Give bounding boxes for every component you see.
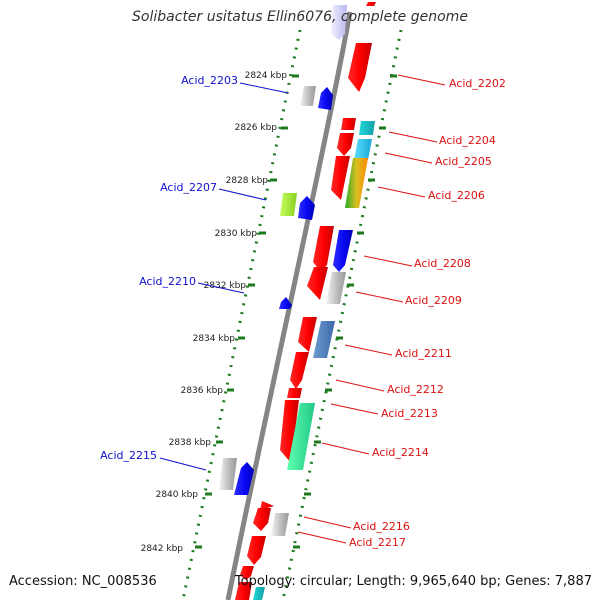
kbp-label: 2838 kbp	[169, 438, 212, 448]
kbp-tick-marks	[195, 74, 397, 549]
gene-label-left[interactable]: Acid_2203	[181, 74, 238, 87]
gene-label-right[interactable]: Acid_2211	[395, 347, 452, 360]
gene-feature	[348, 43, 372, 92]
gene-feature	[235, 582, 252, 600]
genome-summary-text: Topology: circular; Length: 9,965,640 bp…	[234, 574, 592, 589]
kbp-label: 2824 kbp	[245, 71, 288, 81]
kbp-label: 2840 kbp	[156, 490, 199, 500]
gene-feature	[341, 118, 356, 130]
gene-label-right[interactable]: Acid_2217	[349, 536, 406, 549]
gene-label-left[interactable]: Acid_2210	[139, 275, 196, 288]
kbp-label: 2832 kbp	[204, 281, 247, 291]
left-label-leaders	[159, 82, 289, 471]
gene-features	[219, 2, 376, 600]
kbp-label: 2826 kbp	[235, 123, 278, 133]
gene-feature	[287, 388, 302, 398]
gene-feature	[354, 139, 372, 160]
gene-feature	[333, 230, 353, 272]
gene-feature	[290, 352, 309, 389]
gene-label-right[interactable]: Acid_2214	[372, 446, 429, 459]
gene-label-right[interactable]: Acid_2204	[439, 134, 496, 147]
gene-feature	[345, 158, 368, 208]
gene-feature	[280, 400, 299, 463]
genome-backbone	[225, 11, 353, 600]
gene-feature	[326, 272, 346, 304]
gene-feature	[271, 513, 289, 536]
gene-feature	[253, 508, 271, 531]
right-ruler-line	[281, 29, 403, 600]
kbp-label: 2842 kbp	[141, 544, 184, 554]
gene-feature	[234, 462, 254, 495]
gene-feature	[313, 321, 335, 358]
kbp-label: 2834 kbp	[193, 334, 236, 344]
gene-label-right[interactable]: Acid_2202	[449, 77, 506, 90]
gene-feature	[279, 297, 292, 309]
gene-label-right[interactable]: Acid_2212	[387, 383, 444, 396]
gene-feature	[240, 566, 254, 580]
gene-feature	[219, 458, 237, 490]
gene-feature	[300, 86, 316, 106]
map-title: Solibacter usitatus Ellin6076, complete …	[132, 9, 468, 25]
gene-label-right[interactable]: Acid_2216	[353, 520, 410, 533]
gene-feature	[366, 2, 376, 6]
kbp-label: 2830 kbp	[215, 229, 258, 239]
gene-feature	[337, 133, 354, 156]
gene-feature	[280, 193, 297, 216]
gene-feature	[331, 5, 347, 40]
gene-label-right[interactable]: Acid_2213	[381, 407, 438, 420]
accession-text: Accession: NC_008536	[9, 574, 157, 589]
gene-feature	[331, 156, 350, 200]
gene-feature	[253, 587, 265, 600]
gene-label-left[interactable]: Acid_2215	[100, 449, 157, 462]
kbp-label: 2828 kbp	[226, 176, 269, 186]
gene-feature	[318, 87, 333, 110]
gene-feature	[287, 403, 315, 470]
gene-label-right[interactable]: Acid_2208	[414, 257, 471, 270]
gene-feature	[298, 196, 315, 220]
gene-label-right[interactable]: Acid_2206	[428, 189, 485, 202]
gene-feature	[247, 536, 266, 565]
right-label-leaders	[297, 74, 446, 544]
gene-feature	[359, 121, 375, 135]
gene-label-right[interactable]: Acid_2209	[405, 294, 462, 307]
gene-feature	[307, 267, 328, 300]
gene-label-left[interactable]: Acid_2207	[160, 181, 217, 194]
kbp-label: 2836 kbp	[181, 386, 224, 396]
gene-feature	[298, 317, 317, 352]
gene-label-right[interactable]: Acid_2205	[435, 155, 492, 168]
gene-feature	[313, 226, 334, 272]
gene-feature	[260, 501, 274, 510]
